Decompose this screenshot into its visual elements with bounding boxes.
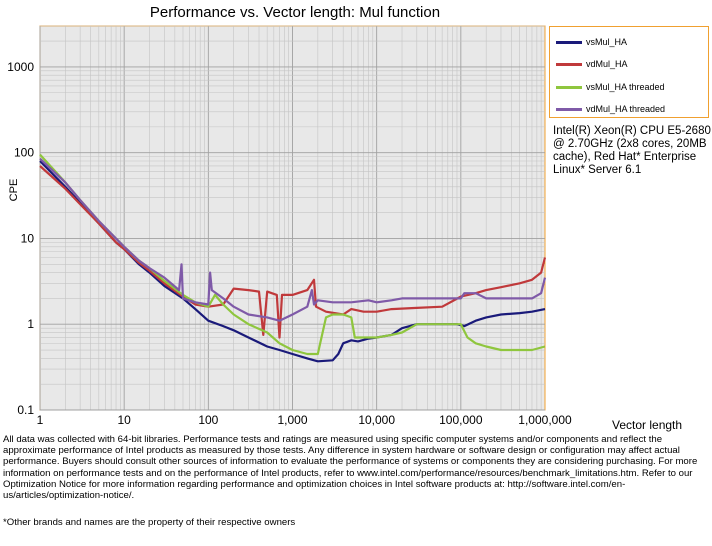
x-tick-label: 1,000: [277, 413, 307, 427]
legend-label: vdMul_HA threaded: [586, 104, 666, 114]
y-tick-label: 1: [27, 317, 34, 331]
x-tick-label: 10,000: [358, 413, 395, 427]
footnote-text: *Other brands and names are the property…: [3, 517, 296, 528]
system-annotation: Intel(R) Xeon(R) CPU E5-2680 @ 2.70GHz (…: [553, 125, 711, 176]
disclaimer-text: All data was collected with 64-bit libra…: [3, 434, 698, 502]
grid-lines: [39, 25, 545, 411]
x-tick-label: 1: [37, 413, 44, 427]
tick-labels: 1 10 100 1,000 10,000 100,000 1,000,0000.11101…: [7, 60, 572, 427]
x-axis-label: Vector length: [612, 418, 683, 432]
y-tick-label: 10: [21, 231, 35, 245]
x-tick-label: 10: [117, 413, 131, 427]
legend-item: vdMul_HA threaded: [556, 102, 665, 116]
legend-swatch: [556, 40, 582, 44]
series-lines: [39, 153, 547, 363]
legend: vsMul_HA vdMul_HA vsMul_HA threaded vdMul_H…: [549, 26, 709, 118]
y-tick-label: 100: [14, 146, 34, 160]
series-line-vdMul_HA-threaded: [39, 157, 547, 322]
x-tick-label: 1,000,000: [518, 413, 572, 427]
legend-item: vsMul_HA threaded: [556, 80, 665, 94]
x-tick-label: 100,000: [439, 413, 483, 427]
legend-label: vsMul_HA: [586, 37, 628, 47]
legend-swatch: [556, 85, 582, 89]
x-tick-label: 100: [198, 413, 218, 427]
y-axis-label: CPE: [8, 178, 20, 202]
y-tick-label: 1000: [7, 60, 34, 74]
legend-item: vsMul_HA: [556, 35, 627, 49]
series-line-vdMul_HA: [39, 165, 547, 339]
chart-title: Performance vs. Vector length: Mul funct…: [149, 4, 441, 21]
legend-item: vdMul_HA: [556, 57, 628, 71]
legend-swatch: [556, 62, 582, 66]
y-tick-label: 0.1: [17, 403, 34, 417]
plot-area: 1 10 100 1,000 10,000 100,000 1,000,0000.11101…: [7, 25, 572, 427]
legend-label: vdMul_HA: [586, 59, 628, 69]
legend-label: vsMul_HA threaded: [586, 82, 665, 92]
legend-swatch: [556, 107, 582, 111]
